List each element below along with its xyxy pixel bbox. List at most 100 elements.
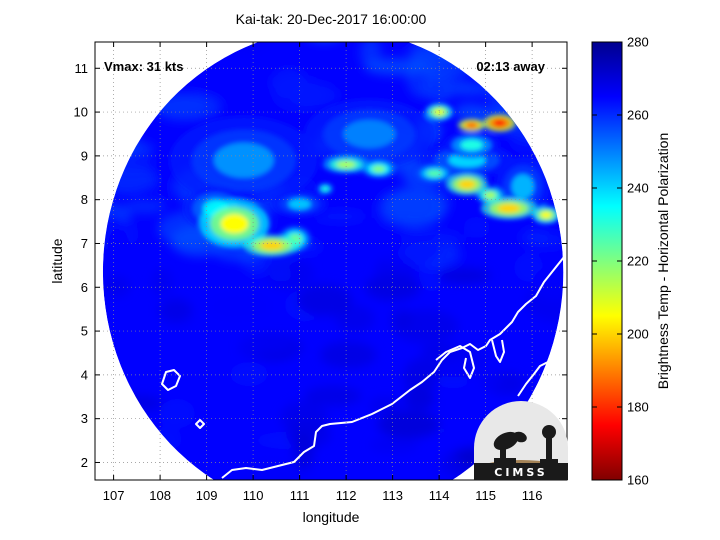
y-tick-label: 11 [75, 61, 89, 76]
y-axis-title: latitude [49, 238, 65, 283]
x-tick-label: 114 [429, 488, 450, 503]
x-axis-title: longitude [303, 509, 360, 525]
convection-cell [427, 169, 442, 177]
coastline-borneo-bay [435, 345, 475, 379]
texture-blob [476, 372, 503, 391]
x-tick-label: 107 [103, 488, 125, 503]
coastline-natuna [161, 369, 181, 391]
texture-blob [124, 199, 166, 215]
texture-blob [152, 162, 174, 199]
x-tick-label: 113 [382, 488, 403, 503]
colorbar-tick-label: 180 [627, 400, 649, 415]
convection-cell [497, 204, 521, 213]
y-tick-labels: 2 3 4 5 6 7 8 9 10 11 [74, 61, 567, 470]
colorbar: 160 180 200 220 240 260 280 Brightness Temp - … [591, 35, 671, 488]
texture-blob [240, 339, 292, 356]
convection-cell [321, 186, 329, 192]
convection-cell [458, 179, 476, 189]
texture-blob [403, 388, 436, 411]
logo-banner [474, 463, 568, 480]
texture-blob [424, 343, 489, 378]
texture-blob [93, 503, 117, 522]
colorbar-tick-label: 200 [627, 327, 649, 342]
colorbar-ticks: 160 180 200 220 240 260 280 [592, 35, 649, 488]
colorbar-tick-label: 240 [627, 181, 649, 196]
coastlines [95, 42, 567, 479]
y-tick-label: 9 [81, 148, 88, 163]
texture-blob [463, 216, 490, 239]
texture-blob [96, 508, 158, 521]
texture-blob [453, 103, 485, 121]
y-tick-label: 5 [81, 324, 88, 339]
texture-blob [390, 308, 413, 329]
texture-blob [304, 385, 362, 407]
convection-cell [540, 211, 552, 219]
texture-blob [369, 436, 419, 453]
texture-blob [153, 94, 222, 122]
colorbar-tick-label: 220 [627, 254, 649, 269]
colorbar-tick-label: 260 [627, 108, 649, 123]
y-tick-label: 7 [81, 236, 88, 251]
texture-blob [437, 267, 491, 284]
convection-cell [466, 122, 478, 128]
x-tick-label: 109 [196, 488, 218, 503]
chart-title: Kai-tak: 20-Dec-2017 16:00:00 [236, 11, 427, 27]
convection-cell [460, 139, 483, 151]
x-tick-label: 112 [336, 488, 357, 503]
grid-lines [95, 42, 567, 480]
texture-blob [176, 372, 234, 393]
texture-blob [158, 298, 193, 323]
texture-blob [403, 358, 439, 395]
texture-blob [271, 75, 326, 113]
texture-blob [273, 465, 312, 480]
texture-blob [320, 341, 377, 369]
convection-cell [493, 119, 507, 127]
coastline-borneo [221, 251, 567, 479]
texture-blob [313, 209, 367, 224]
axes-frame [94, 41, 568, 481]
x-tick-label: 108 [149, 488, 171, 503]
colorbar-tick-label: 280 [627, 35, 649, 50]
texture-blob [102, 42, 134, 45]
convection-cell [336, 161, 356, 169]
water-tower-icon [540, 425, 558, 464]
colorbar-tick-label: 160 [627, 473, 649, 488]
y-tick-label: 10 [74, 105, 88, 120]
texture-blob [359, 42, 382, 69]
texture-blob [269, 267, 293, 282]
plot-area [93, 42, 567, 522]
cimss-logo: CIMSS [474, 401, 568, 480]
texture-blob [103, 276, 131, 298]
texture-blob [428, 455, 468, 480]
convection-cell [214, 142, 274, 178]
colorbar-label: Brightness Temp - Horizontal Polarizatio… [655, 133, 671, 390]
texture-blob [381, 188, 447, 229]
convection-cell [511, 174, 534, 199]
texture-blob [230, 362, 268, 387]
satellite-dish-icon [493, 431, 527, 464]
texture-blob [520, 228, 550, 247]
convection-cell [484, 191, 496, 199]
convection-cell [343, 119, 396, 148]
texture-blob [471, 42, 528, 45]
coastline-small-island [195, 419, 205, 429]
texture-blob [532, 265, 564, 301]
x-tick-label: 111 [290, 488, 310, 503]
x-tick-label: 115 [475, 488, 496, 503]
texture-blob [207, 292, 273, 321]
y-tick-label: 4 [81, 367, 88, 382]
texture-blob [234, 316, 256, 335]
convection-cell [372, 165, 386, 173]
texture-blob [377, 410, 440, 439]
x-tick-labels: 107 108 109 110 111 112 113 114 115 116 [103, 42, 542, 503]
y-tick-label: 2 [81, 455, 88, 470]
texture-blob [159, 398, 196, 429]
texture-blob [193, 73, 246, 100]
x-tick-label: 110 [243, 488, 264, 503]
time-away-annotation: 02:13 away [476, 59, 545, 74]
texture-blob [437, 374, 470, 389]
texture-blob [296, 284, 353, 316]
coastline-vietnam-nw [95, 42, 185, 105]
vmax-annotation: Vmax: 31 kts [104, 59, 184, 74]
